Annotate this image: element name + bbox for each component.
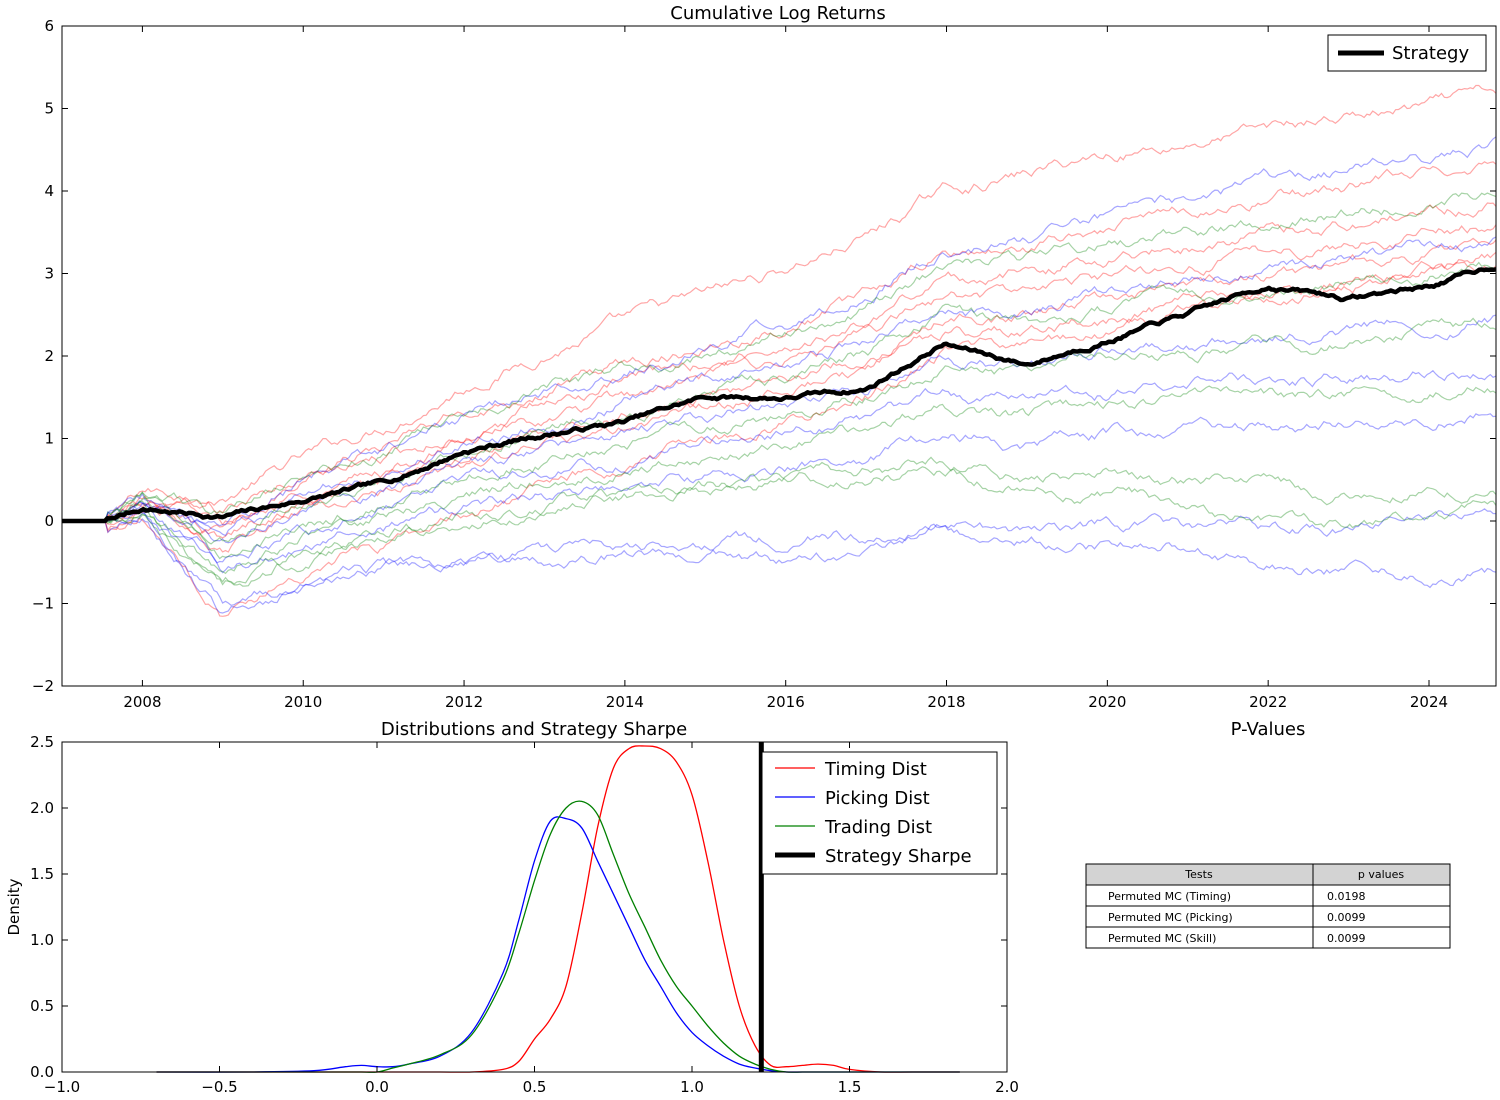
- sim-path-trading: [62, 261, 1497, 545]
- x-tick-label: 2012: [445, 693, 483, 711]
- sim-path-trading: [62, 317, 1497, 560]
- legend-label-strategy-sharpe: Strategy Sharpe: [825, 846, 972, 867]
- strategy-path: [62, 267, 1497, 524]
- plot-area: [62, 26, 1496, 686]
- y-tick-label: 2.0: [30, 799, 54, 817]
- y-axis: −2 −1 0 1 2 3 4 5 6: [32, 17, 1496, 695]
- sim-path-picking: [62, 236, 1497, 537]
- x-axis: 2008 2010 2012 2014 2016 2018 2020 2022 2024: [123, 26, 1448, 711]
- table-cell-test: Permuted MC (Timing): [1108, 890, 1231, 903]
- y-tick-label: 6: [44, 17, 54, 35]
- legend: Timing Dist Picking Dist Trading Dist St…: [761, 751, 998, 875]
- sim-path-picking: [62, 508, 1497, 606]
- x-tick-label: −0.5: [201, 1078, 237, 1096]
- y-tick-label: 2: [44, 347, 54, 365]
- sim-path-timing: [62, 84, 1497, 522]
- x-tick-label: 2024: [1410, 693, 1448, 711]
- x-tick-label: 2018: [927, 693, 965, 711]
- x-tick-label: 1.0: [680, 1078, 704, 1096]
- sim-path-picking: [62, 136, 1497, 527]
- y-tick-label: 4: [44, 182, 54, 200]
- y-tick-label: 0: [44, 512, 54, 530]
- x-tick-label: −1.0: [44, 1078, 80, 1096]
- p-values-table: Tests p values Permuted MC (Timing) 0.01…: [1085, 863, 1451, 949]
- cumulative-returns-chart: Cumulative Log Returns 2008 2010 2012 2014 2…: [32, 3, 1497, 711]
- legend-label-picking: Picking Dist: [825, 788, 930, 809]
- table-cell-test: Permuted MC (Skill): [1108, 932, 1216, 945]
- sim-path-timing: [62, 202, 1497, 534]
- chart-title: Distributions and Strategy Sharpe: [381, 719, 687, 740]
- strategy-line: [62, 267, 1497, 524]
- legend-label-strategy: Strategy: [1392, 43, 1469, 64]
- sim-path-picking: [62, 506, 1497, 614]
- sim-path-picking: [62, 369, 1497, 564]
- table-cell-value: 0.0099: [1327, 911, 1366, 924]
- table-cell-value: 0.0099: [1327, 932, 1366, 945]
- y-tick-label: 3: [44, 265, 54, 283]
- sim-path-trading: [62, 456, 1497, 585]
- sim-path-trading: [62, 385, 1497, 575]
- table-row: [1085, 926, 1451, 949]
- y-tick-label: 0.5: [30, 997, 54, 1015]
- x-tick-label: 2022: [1249, 693, 1287, 711]
- x-tick-label: 2016: [767, 693, 805, 711]
- sim-path-timing: [62, 224, 1497, 536]
- x-tick-label: 0.5: [523, 1078, 547, 1096]
- y-tick-label: −2: [32, 677, 54, 695]
- legend-label-timing: Timing Dist: [824, 759, 927, 780]
- y-axis-label: Density: [5, 878, 23, 935]
- x-tick-label: 0.0: [365, 1078, 389, 1096]
- y-tick-label: 1.5: [30, 865, 54, 883]
- sim-path-timing: [62, 260, 1497, 553]
- x-tick-label: 2014: [606, 693, 644, 711]
- sim-path-timing: [62, 251, 1497, 617]
- x-tick-label: 2.0: [995, 1078, 1019, 1096]
- table-header-p-values: p values: [1358, 868, 1405, 881]
- chart-title: Cumulative Log Returns: [670, 3, 885, 24]
- x-tick-label: 1.5: [838, 1078, 862, 1096]
- y-axis: 0.0 0.5 1.0 1.5 2.0 2.5: [30, 733, 1007, 1081]
- sim-path-trading: [62, 192, 1497, 523]
- legend-label-trading: Trading Dist: [824, 817, 932, 838]
- y-tick-label: 2.5: [30, 733, 54, 751]
- p-values-title: P-Values: [1231, 719, 1306, 740]
- y-tick-label: 1.0: [30, 931, 54, 949]
- sim-path-picking: [62, 413, 1497, 574]
- p-values-panel: P-Values Tests p values Permuted MC (Tim…: [1085, 719, 1451, 949]
- x-tick-label: 2020: [1088, 693, 1126, 711]
- simulated-paths: [62, 84, 1497, 617]
- distributions-chart: Distributions and Strategy Sharpe Densit…: [5, 719, 1019, 1096]
- y-tick-label: 5: [44, 100, 54, 118]
- sim-path-trading: [62, 466, 1497, 587]
- sim-path-timing: [62, 161, 1497, 522]
- y-tick-label: 0.0: [30, 1063, 54, 1081]
- y-tick-label: 1: [44, 430, 54, 448]
- table-cell-value: 0.0198: [1327, 890, 1366, 903]
- legend: Strategy: [1327, 34, 1487, 72]
- sim-path-picking: [62, 314, 1497, 544]
- x-axis: −1.0 −0.5 0.0 0.5 1.0 1.5 2.0: [44, 742, 1019, 1096]
- table-header-tests: Tests: [1184, 868, 1213, 881]
- table-cell-test: Permuted MC (Picking): [1108, 911, 1233, 924]
- x-tick-label: 2008: [123, 693, 161, 711]
- x-tick-label: 2010: [284, 693, 322, 711]
- y-tick-label: −1: [32, 595, 54, 613]
